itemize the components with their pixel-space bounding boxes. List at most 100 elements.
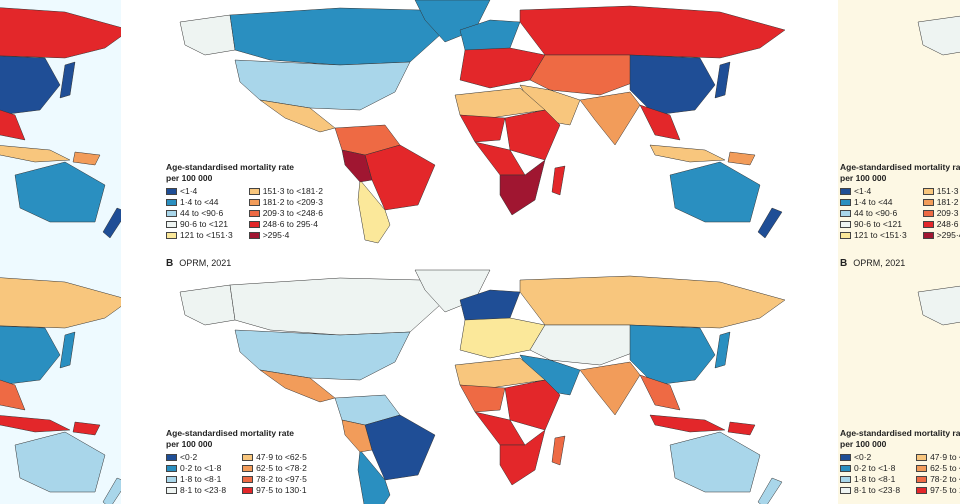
- legend-item: 47·9 to <62·5: [242, 452, 307, 463]
- legend-swatch: [248, 232, 260, 239]
- legend-swatch: [922, 221, 934, 228]
- legend-item: <0·2: [166, 452, 226, 463]
- legend-subtitle: per 100 000: [840, 439, 887, 449]
- legend-item: 62·5 to <78·2: [916, 463, 960, 474]
- previous-slide-panel[interactable]: [0, 0, 121, 504]
- legend-label: 1·4 to <44: [854, 197, 893, 207]
- legend-item: 121 to <151·3: [840, 230, 907, 241]
- next-slide-panel[interactable]: Age-standardised mortality rate per 100 0…: [838, 0, 960, 504]
- panel-b-heading: B OPRM, 2021: [840, 258, 905, 269]
- legend-subtitle: per 100 000: [840, 173, 887, 183]
- region-central-asia: [529, 324, 641, 366]
- region-central-asia: [529, 54, 641, 96]
- region-canada: [229, 7, 441, 66]
- region-southern-africa: [499, 429, 546, 486]
- legend-swatch: [166, 210, 177, 217]
- legend-a: Age-standardised mortality rate per 100 0…: [840, 162, 960, 241]
- legend-label: 44 to <90·6: [180, 208, 224, 218]
- legend-label: 121 to <151·3: [854, 230, 907, 240]
- region-alaska: [917, 15, 960, 56]
- legend-item: 121 to <151·3: [166, 230, 233, 241]
- legend-item: 0·2 to <1·8: [166, 463, 226, 474]
- legend-item: 90·6 to <121: [166, 219, 233, 230]
- legend-item: 8·1 to <23·8: [840, 485, 900, 496]
- legend-swatch: [248, 210, 260, 217]
- legend-item: <1·4: [166, 186, 233, 197]
- legend-swatch: [840, 476, 851, 483]
- legend-item: >295·4: [248, 230, 323, 241]
- region-se-asia: [639, 104, 681, 141]
- legend-swatch: [248, 199, 260, 206]
- region-indonesia: [649, 414, 726, 433]
- region-indonesia: [0, 145, 71, 163]
- region-peru-bolivia: [341, 149, 373, 183]
- region-russia: [0, 277, 121, 329]
- region-madagascar: [551, 435, 566, 466]
- panel-letter: B: [166, 258, 174, 269]
- legend-label: 97·5 to 130·1: [256, 485, 307, 495]
- legend-swatch: [916, 454, 928, 461]
- region-west-africa: [459, 384, 506, 413]
- legend-swatch: [916, 476, 928, 483]
- legend-label: 248·6 to 295·4: [936, 219, 960, 229]
- legend-swatch: [248, 188, 260, 195]
- legend-item: 181·2 to <209·3: [248, 197, 323, 208]
- legend-swatch: [166, 199, 177, 206]
- legend-item: 8·1 to <23·8: [166, 485, 226, 496]
- region-se-asia: [0, 109, 26, 141]
- legend-swatch: [840, 210, 851, 217]
- legend-title: Age-standardised mortality rate: [840, 428, 960, 438]
- legend-swatch: [166, 476, 177, 483]
- legend-swatch: [166, 465, 177, 472]
- region-west-africa: [459, 114, 506, 143]
- legend-label: 209·3 to <248·6: [262, 208, 323, 218]
- region-russia: [0, 7, 121, 59]
- legend-label: <0·2: [180, 452, 198, 462]
- legend-title: Age-standardised mortality rate: [840, 162, 960, 172]
- legend-subtitle: per 100 000: [166, 439, 213, 449]
- legend-item: 78·2 to <97·5: [916, 474, 960, 485]
- legend-label: >295·4: [262, 230, 290, 240]
- region-china: [0, 325, 61, 386]
- map-a-partial: [0, 7, 121, 239]
- legend-swatch: [916, 465, 928, 472]
- region-north-africa: [454, 357, 546, 389]
- region-png: [72, 151, 101, 166]
- legend-swatch: [248, 221, 260, 228]
- region-peru-bolivia: [341, 419, 373, 453]
- legend-item: 209·3 to <248·6: [248, 208, 323, 219]
- legend-item: >295·4: [922, 230, 960, 241]
- legend-swatch: [922, 232, 934, 239]
- legend-swatch: [840, 465, 851, 472]
- legend-label: 47·9 to <62·5: [256, 452, 307, 462]
- region-indonesia: [649, 144, 726, 163]
- region-europe: [459, 317, 546, 359]
- legend-label: 181·2 to <209·3: [262, 197, 323, 207]
- legend-label: 0·2 to <1·8: [180, 463, 222, 473]
- legend-swatch: [840, 487, 851, 494]
- region-australia: [669, 161, 761, 223]
- legend-swatch: [166, 188, 177, 195]
- region-indonesia: [0, 415, 71, 433]
- legend-label: 47·9 to <62·5: [930, 452, 960, 462]
- legend-b: Age-standardised mortality rate per 100 0…: [840, 428, 960, 496]
- region-new-zealand: [757, 207, 783, 239]
- legend-subtitle: per 100 000: [166, 173, 213, 183]
- region-east-africa: [504, 379, 561, 431]
- legend-item: 90·6 to <121: [840, 219, 907, 230]
- legend-item: 97·5 to 130·1: [916, 485, 960, 496]
- legend-item: 1·8 to <8·1: [840, 474, 900, 485]
- legend-a: Age-standardised mortality rate per 100 0…: [166, 162, 323, 241]
- legend-item: 44 to <90·6: [166, 208, 233, 219]
- region-png: [727, 421, 756, 436]
- legend-item: 97·5 to 130·1: [242, 485, 307, 496]
- legend-label: 1·8 to <8·1: [854, 474, 896, 484]
- legend-label: <1·4: [854, 186, 872, 196]
- legend-swatch: [166, 454, 177, 461]
- region-new-zealand: [102, 207, 121, 239]
- panel-title: OPRM, 2021: [853, 258, 906, 268]
- legend-label: >295·4: [936, 230, 960, 240]
- region-new-zealand: [757, 477, 783, 504]
- region-png: [727, 151, 756, 166]
- legend-item: 248·6 to 295·4: [248, 219, 323, 230]
